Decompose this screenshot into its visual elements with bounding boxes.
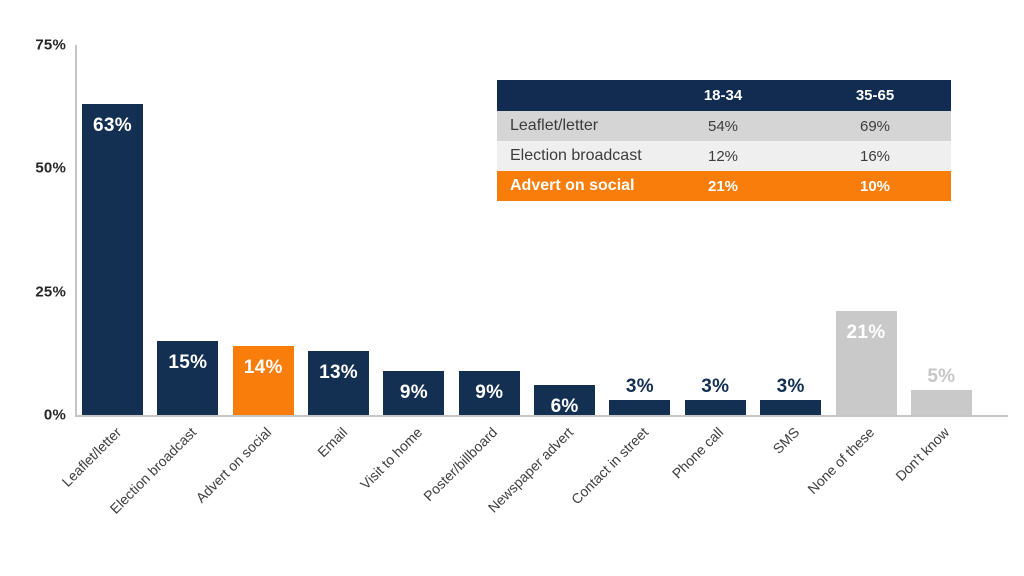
table-column-header-35-65: 35-65 — [799, 80, 951, 111]
bar-value-label-sms: 3% — [776, 376, 805, 398]
y-tick-label-0: 0% — [43, 406, 66, 424]
bar-leaflet-letter — [82, 104, 143, 415]
bar-visit-to-home — [383, 370, 445, 415]
table-value-leaflet-letter-35-65: 69% — [799, 111, 951, 141]
bar-value-label-leaflet-letter: 63% — [93, 115, 132, 137]
bar-advert-on-social — [232, 345, 294, 415]
bar-election-broadcast — [157, 341, 219, 415]
x-axis-label-leaflet-letter: Leaflet/letter — [58, 424, 124, 490]
bar-poster-billboard — [458, 370, 520, 415]
x-axis-label-visit-to-home: Visit to home — [356, 424, 426, 493]
x-axis-label-election-broadcast: Election broadcast — [106, 424, 200, 517]
table-row-label-election-broadcast: Election broadcast — [497, 141, 647, 171]
bar-contact-in-street — [609, 400, 671, 415]
table-value-advert-on-social-35-65: 10% — [799, 171, 951, 201]
table-value-election-broadcast-18-34: 12% — [647, 141, 799, 171]
x-axis-label-email: Email — [313, 424, 350, 461]
table-row-label-leaflet-letter: Leaflet/letter — [497, 111, 647, 141]
x-axis-label-contact-in-street: Contact in street — [567, 424, 652, 508]
table-corner-cell — [497, 80, 647, 111]
x-axis-label-poster-billboard: Poster/billboard — [420, 424, 501, 505]
bar-value-label-newspaper-advert: 6% — [550, 396, 579, 418]
table-value-election-broadcast-35-65: 16% — [799, 141, 951, 171]
bar-value-label-advert-on-social: 14% — [243, 356, 283, 378]
table-row-label-advert-on-social: Advert on social — [497, 171, 647, 201]
bar-value-label-visit-to-home: 9% — [399, 381, 428, 403]
x-axis-line — [75, 415, 1008, 417]
bar-newspaper-advert — [534, 385, 596, 415]
x-axis-label-advert-on-social: Advert on social — [192, 424, 275, 506]
x-axis-label-sms: SMS — [769, 424, 802, 457]
age-breakdown-table: 18-34 35-65 Leaflet/letter 54% 69% Election b… — [497, 80, 951, 201]
bar-value-label-election-broadcast: 15% — [168, 352, 208, 373]
x-axis-label-phone-call: Phone call — [669, 424, 727, 482]
bar-email — [308, 350, 370, 415]
y-tick-label-25: 25% — [35, 283, 66, 301]
x-axis-label-none-of-these: None of these — [804, 424, 878, 497]
bar-value-label-contact-in-street: 3% — [625, 376, 654, 398]
bar-value-label-email: 13% — [319, 361, 359, 383]
table-value-leaflet-letter-18-34: 54% — [647, 111, 799, 141]
bar-phone-call — [684, 400, 746, 415]
bar-sms — [760, 400, 822, 415]
table-column-header-18-34: 18-34 — [647, 80, 799, 111]
bar-value-label-none-of-these: 21% — [846, 322, 886, 344]
x-axis-label-newspaper-advert: Newspaper advert — [484, 424, 576, 516]
bar-value-label-phone-call: 3% — [701, 376, 730, 398]
bar-value-label-don-t-know: 5% — [927, 366, 956, 388]
x-axis-label-don-t-know: Don't know — [892, 424, 953, 484]
bar-value-label-poster-billboard: 9% — [475, 381, 504, 403]
y-tick-label-50: 50% — [35, 159, 66, 177]
bar-don-t-know — [910, 390, 972, 415]
y-tick-label-75: 75% — [35, 36, 66, 54]
bar-none-of-these — [835, 311, 897, 415]
table-value-advert-on-social-18-34: 21% — [647, 171, 799, 201]
y-axis-line — [75, 45, 77, 415]
